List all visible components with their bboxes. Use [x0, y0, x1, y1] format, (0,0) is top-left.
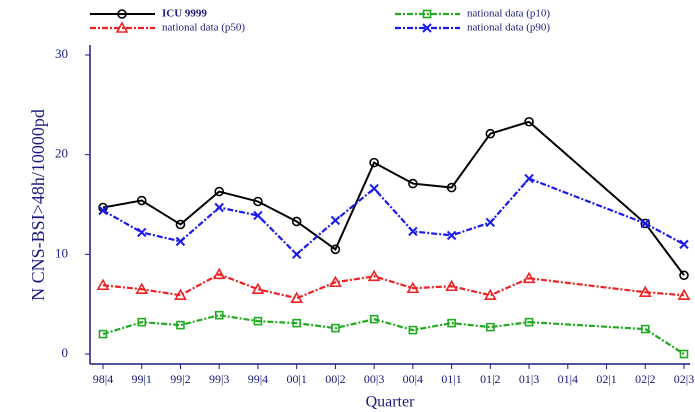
- marker: [253, 316, 263, 326]
- x-tick-label: 02|2: [635, 372, 655, 386]
- x-axis-label: Quarter: [366, 394, 416, 411]
- marker: [486, 322, 495, 332]
- marker: [485, 217, 496, 228]
- y-tick-label: 0: [62, 345, 69, 360]
- marker: [137, 227, 147, 238]
- marker: [406, 281, 420, 294]
- marker: [638, 285, 652, 298]
- x-tick-label: 98|4: [93, 372, 113, 386]
- x-tick-label: 99|1: [132, 372, 152, 386]
- series-line: [645, 291, 685, 297]
- gap-connector: [528, 177, 646, 225]
- marker: [483, 288, 497, 301]
- marker: [292, 318, 301, 328]
- gap-connector: [528, 277, 646, 294]
- marker: [214, 310, 224, 320]
- marker: [290, 291, 304, 304]
- y-tick-label: 10: [55, 245, 68, 260]
- marker: [369, 183, 379, 194]
- series-line: [644, 328, 685, 355]
- marker: [522, 271, 536, 284]
- marker: [135, 282, 149, 295]
- marker: [445, 279, 458, 292]
- marker: [369, 314, 379, 324]
- series-line: [102, 314, 530, 336]
- marker: [251, 282, 265, 295]
- marker: [485, 128, 496, 139]
- marker: [214, 202, 224, 213]
- marker: [176, 320, 185, 330]
- marker: [422, 23, 432, 33]
- gap-connector: [528, 121, 646, 225]
- x-tick-label: 00|4: [403, 372, 423, 386]
- marker: [330, 215, 341, 226]
- x-tick-label: 00|1: [286, 372, 306, 386]
- marker: [137, 317, 147, 327]
- x-tick-label: 00|2: [325, 372, 345, 386]
- x-tick-label: 01|3: [519, 372, 539, 386]
- marker: [524, 173, 534, 184]
- marker: [214, 186, 224, 197]
- marker: [331, 323, 340, 333]
- marker: [408, 226, 418, 237]
- x-tick-label: 99|3: [209, 372, 229, 386]
- marker: [447, 318, 456, 328]
- marker: [253, 196, 263, 207]
- marker: [369, 157, 379, 168]
- marker: [408, 178, 418, 189]
- legend-label: ICU 9999: [162, 8, 207, 20]
- marker: [640, 218, 651, 229]
- marker: [640, 218, 650, 229]
- marker: [136, 195, 147, 206]
- marker: [291, 216, 302, 227]
- marker: [330, 244, 341, 255]
- marker: [253, 210, 263, 221]
- marker: [408, 325, 418, 335]
- series-line: [644, 222, 685, 246]
- marker: [367, 269, 381, 282]
- series-line: [102, 177, 530, 256]
- x-tick-label: 01|2: [480, 372, 500, 386]
- x-tick-label: 02|3: [674, 372, 694, 386]
- gap-connector: [529, 321, 646, 331]
- marker: [677, 288, 691, 301]
- marker: [679, 270, 689, 281]
- legend-label: national data (p50): [162, 22, 245, 34]
- marker: [422, 9, 432, 19]
- marker: [175, 236, 186, 247]
- marker: [212, 267, 226, 280]
- marker: [98, 205, 108, 216]
- legend-label: national data (p10): [467, 8, 550, 20]
- y-tick-label: 20: [55, 146, 68, 161]
- marker: [96, 278, 110, 291]
- marker: [679, 239, 689, 250]
- marker: [446, 230, 457, 241]
- marker: [524, 116, 534, 127]
- x-tick-label: 02|1: [596, 372, 616, 386]
- series-line: [102, 273, 530, 300]
- legend-label: national data (p90): [467, 22, 550, 34]
- series-line: [644, 222, 685, 276]
- x-tick-label: 01|1: [441, 372, 461, 386]
- marker: [291, 249, 302, 260]
- marker: [640, 324, 650, 334]
- x-tick-label: 01|4: [558, 372, 578, 386]
- marker: [98, 329, 108, 339]
- marker: [175, 219, 186, 230]
- series-line: [102, 120, 530, 251]
- y-axis-label: N CNS-BSI>48h/10000pd: [28, 109, 48, 301]
- x-tick-label: 99|4: [248, 372, 268, 386]
- marker: [524, 317, 534, 327]
- marker: [679, 349, 689, 359]
- x-tick-label: 99|2: [170, 372, 190, 386]
- marker: [174, 288, 187, 301]
- x-tick-label: 00|3: [364, 372, 384, 386]
- marker: [115, 21, 129, 33]
- marker: [117, 9, 127, 19]
- marker: [329, 275, 342, 288]
- y-tick-label: 30: [55, 46, 68, 61]
- marker: [446, 182, 457, 193]
